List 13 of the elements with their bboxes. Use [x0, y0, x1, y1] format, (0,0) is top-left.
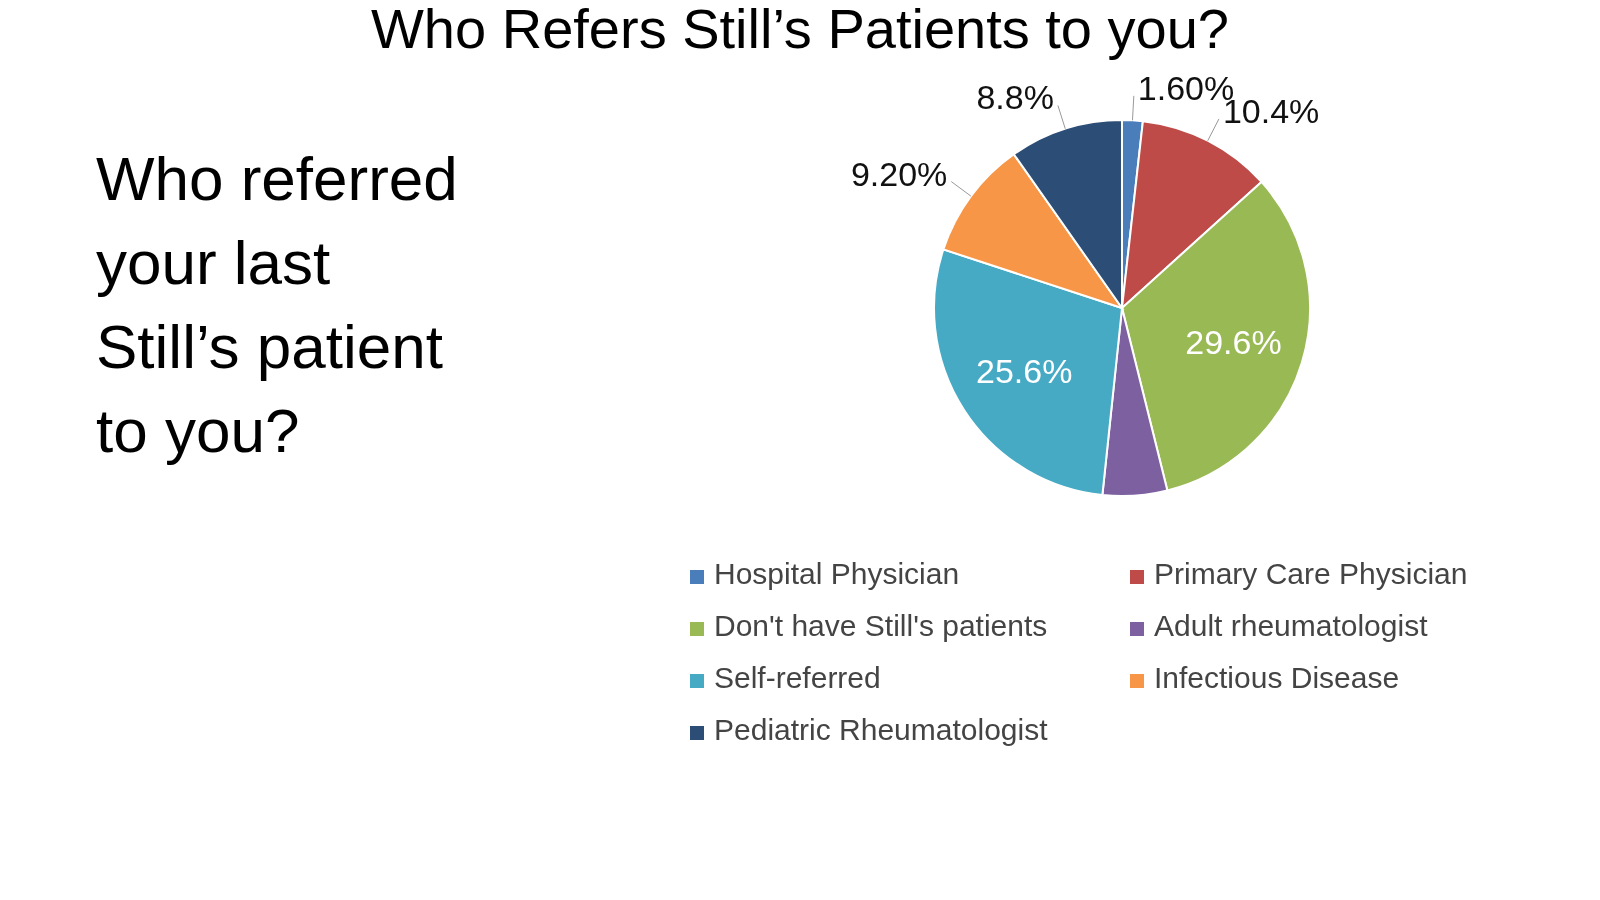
- legend-label: Infectious Disease: [1154, 661, 1400, 694]
- data-label: 9.20%: [850, 154, 948, 193]
- data-label: 25.6%: [975, 352, 1073, 391]
- chart-title: Who Refers Still’s Patients to you?: [370, 0, 1230, 60]
- legend-label: Pediatric Rheumatologist: [714, 713, 1049, 746]
- legend-label: Self-referred: [714, 661, 881, 694]
- data-label: 8.8%: [976, 78, 1054, 117]
- legend-label: Don't have Still's patients: [714, 609, 1048, 642]
- text: Who referred your last Still’s patient to you?: [96, 144, 458, 465]
- legend-label: Adult rheumatologist: [1154, 609, 1429, 642]
- data-label: 29.6%: [1185, 323, 1282, 362]
- legend-label: Hospital Physician: [714, 557, 960, 590]
- legend-label: Primary Care Physician: [1154, 557, 1468, 590]
